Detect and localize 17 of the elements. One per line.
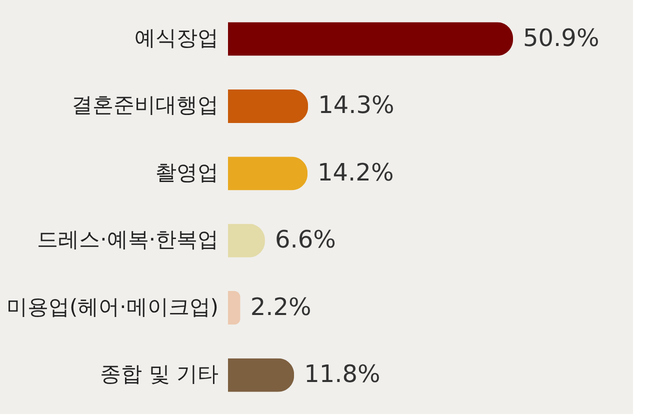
bar bbox=[228, 22, 513, 56]
y-tick-label: 드레스·예복·한복업 bbox=[37, 228, 218, 252]
bar bbox=[228, 291, 240, 325]
data-label: 50.9% bbox=[523, 24, 600, 52]
y-tick-label: 촬영업 bbox=[156, 160, 218, 184]
y-tick-label: 결혼준비대행업 bbox=[72, 93, 218, 118]
y-tick-label: 미용업(헤어·메이크업) bbox=[6, 294, 218, 319]
y-tick-label: 종합 및 기타 bbox=[100, 362, 218, 386]
data-label: 2.2% bbox=[250, 292, 312, 321]
bar bbox=[228, 358, 294, 392]
data-label: 11.8% bbox=[304, 360, 380, 388]
data-label: 14.2% bbox=[318, 158, 394, 186]
data-label: 6.6% bbox=[274, 226, 336, 254]
bar bbox=[228, 156, 308, 190]
bar bbox=[228, 89, 308, 123]
y-tick-label: 예식장업 bbox=[134, 26, 218, 50]
data-label: 14.3% bbox=[318, 91, 394, 120]
